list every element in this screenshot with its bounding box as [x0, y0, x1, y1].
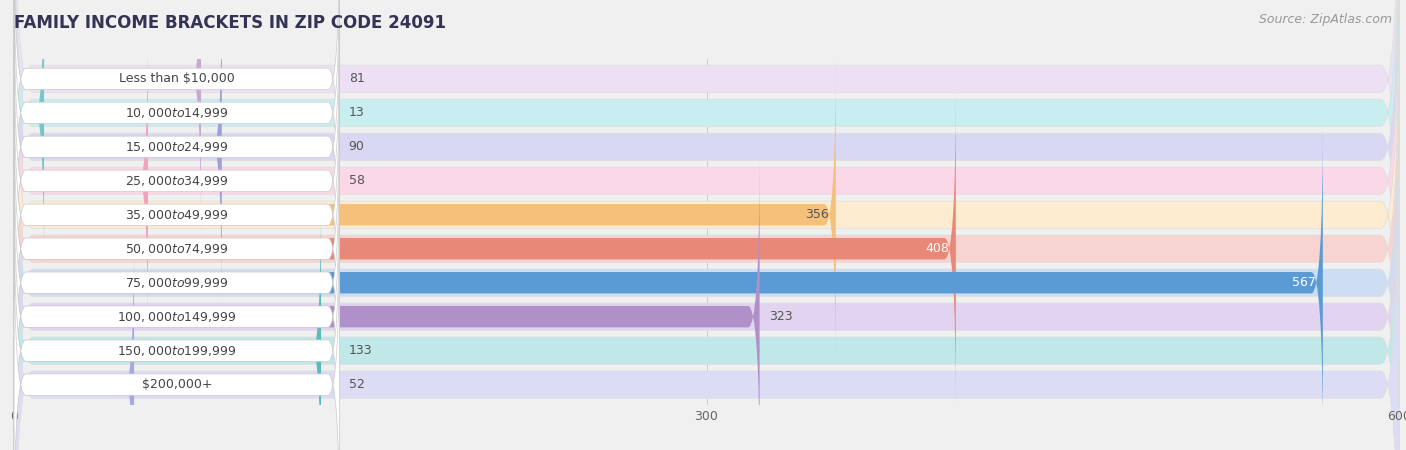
Text: 52: 52 — [349, 378, 364, 391]
FancyBboxPatch shape — [14, 158, 759, 450]
FancyBboxPatch shape — [14, 56, 339, 374]
FancyBboxPatch shape — [14, 0, 44, 272]
FancyBboxPatch shape — [14, 225, 339, 450]
Text: 81: 81 — [349, 72, 364, 86]
Text: $150,000 to $199,999: $150,000 to $199,999 — [117, 344, 236, 358]
FancyBboxPatch shape — [14, 22, 148, 340]
FancyBboxPatch shape — [14, 225, 134, 450]
Text: $50,000 to $74,999: $50,000 to $74,999 — [125, 242, 229, 256]
FancyBboxPatch shape — [14, 0, 1399, 450]
Text: 408: 408 — [925, 242, 949, 255]
FancyBboxPatch shape — [14, 158, 339, 450]
FancyBboxPatch shape — [14, 0, 339, 238]
FancyBboxPatch shape — [14, 0, 1399, 439]
FancyBboxPatch shape — [14, 192, 321, 450]
FancyBboxPatch shape — [14, 0, 339, 272]
FancyBboxPatch shape — [14, 0, 339, 306]
Text: 567: 567 — [1292, 276, 1316, 289]
Text: 323: 323 — [769, 310, 793, 323]
Text: $100,000 to $149,999: $100,000 to $149,999 — [117, 310, 236, 324]
Text: $15,000 to $24,999: $15,000 to $24,999 — [125, 140, 229, 154]
Text: $200,000+: $200,000+ — [142, 378, 212, 391]
FancyBboxPatch shape — [14, 124, 339, 442]
FancyBboxPatch shape — [14, 90, 956, 408]
FancyBboxPatch shape — [14, 0, 1399, 337]
Text: $25,000 to $34,999: $25,000 to $34,999 — [125, 174, 229, 188]
FancyBboxPatch shape — [14, 0, 201, 238]
FancyBboxPatch shape — [14, 56, 835, 374]
Text: Less than $10,000: Less than $10,000 — [120, 72, 235, 86]
FancyBboxPatch shape — [14, 0, 1399, 405]
Text: 133: 133 — [349, 344, 373, 357]
Text: FAMILY INCOME BRACKETS IN ZIP CODE 24091: FAMILY INCOME BRACKETS IN ZIP CODE 24091 — [14, 14, 446, 32]
FancyBboxPatch shape — [14, 0, 222, 306]
FancyBboxPatch shape — [14, 124, 1323, 442]
Text: 13: 13 — [349, 106, 364, 119]
FancyBboxPatch shape — [14, 25, 1399, 450]
FancyBboxPatch shape — [14, 0, 1399, 371]
FancyBboxPatch shape — [14, 192, 339, 450]
Text: $35,000 to $49,999: $35,000 to $49,999 — [125, 208, 229, 222]
FancyBboxPatch shape — [14, 22, 339, 340]
FancyBboxPatch shape — [14, 58, 1399, 450]
Text: 356: 356 — [806, 208, 830, 221]
FancyBboxPatch shape — [14, 93, 1399, 450]
Text: 90: 90 — [349, 140, 364, 153]
Text: 58: 58 — [349, 174, 364, 187]
FancyBboxPatch shape — [14, 126, 1399, 450]
FancyBboxPatch shape — [14, 0, 1399, 450]
FancyBboxPatch shape — [14, 90, 339, 408]
Text: $75,000 to $99,999: $75,000 to $99,999 — [125, 276, 229, 290]
Text: Source: ZipAtlas.com: Source: ZipAtlas.com — [1258, 14, 1392, 27]
Text: $10,000 to $14,999: $10,000 to $14,999 — [125, 106, 229, 120]
